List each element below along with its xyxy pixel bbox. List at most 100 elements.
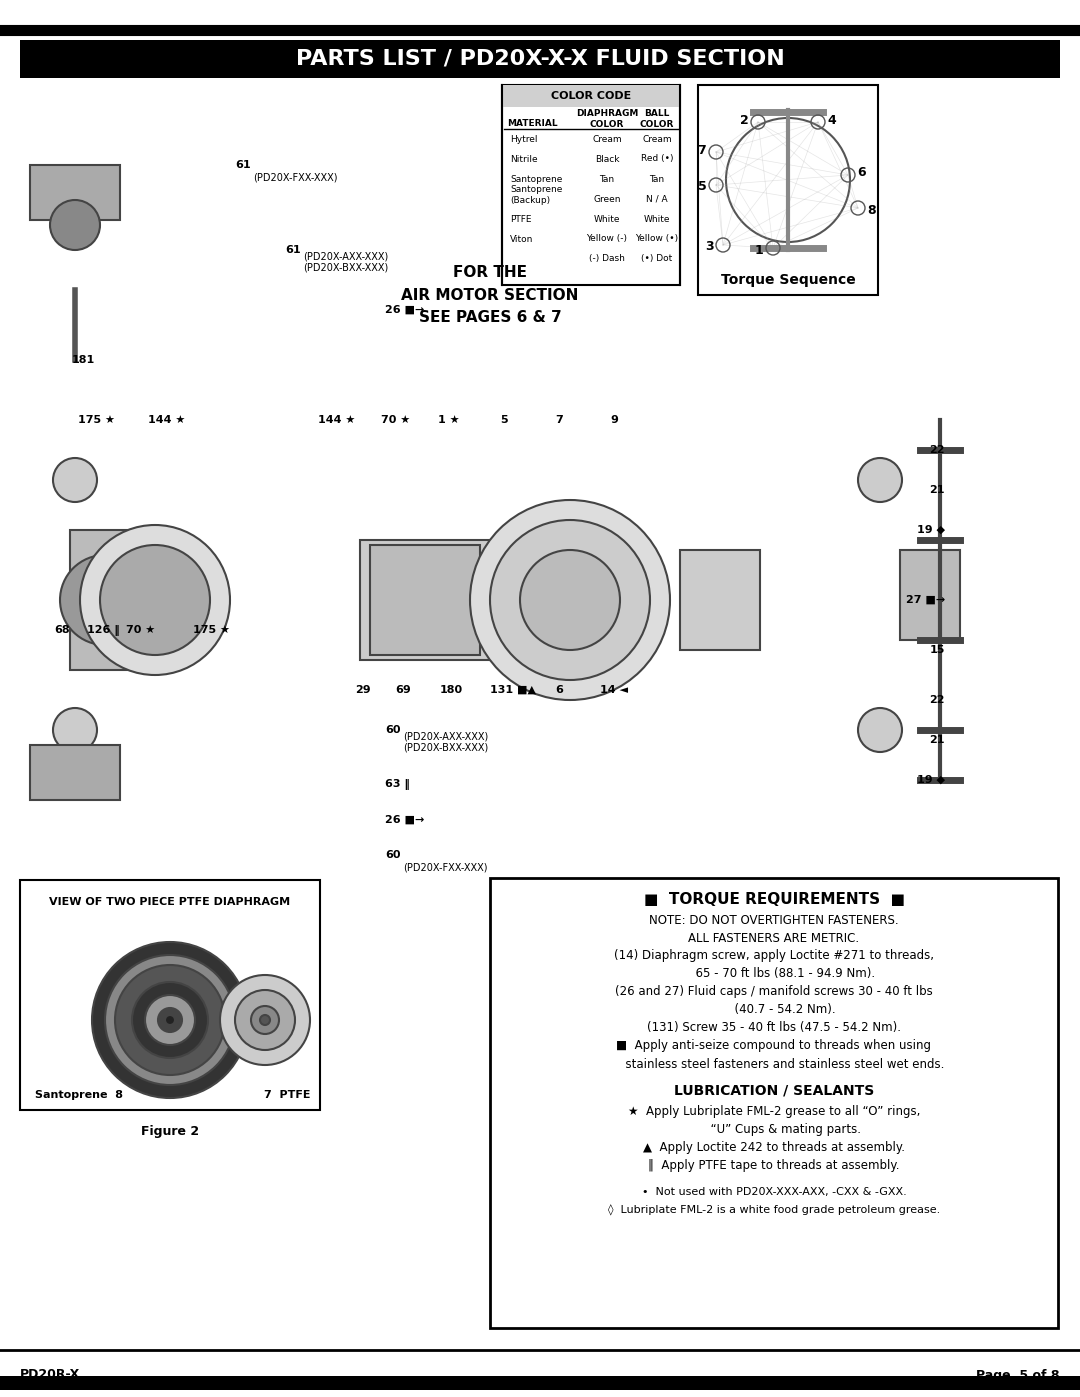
Text: (•) Dot: (•) Dot (642, 254, 673, 264)
Text: NOTE: DO NOT OVERTIGHTEN FASTENERS.: NOTE: DO NOT OVERTIGHTEN FASTENERS. (649, 914, 899, 926)
FancyBboxPatch shape (502, 85, 680, 285)
Text: 63 ‖: 63 ‖ (384, 780, 410, 791)
Text: 4: 4 (827, 113, 836, 127)
Text: 2: 2 (740, 113, 748, 127)
Text: 61: 61 (285, 244, 300, 256)
Circle shape (80, 525, 230, 675)
Text: Tan: Tan (649, 175, 664, 183)
Text: FOR THE
AIR MOTOR SECTION
SEE PAGES 6 & 7: FOR THE AIR MOTOR SECTION SEE PAGES 6 & … (402, 265, 579, 324)
Text: 144 ★: 144 ★ (318, 415, 355, 425)
Text: Tan: Tan (599, 175, 615, 183)
Circle shape (858, 458, 902, 502)
Text: Viton: Viton (510, 235, 534, 243)
Text: Black: Black (595, 155, 619, 163)
Text: 8: 8 (867, 204, 876, 217)
Text: (PD20X-FXX-XXX): (PD20X-FXX-XXX) (253, 172, 337, 182)
Text: 175 ★: 175 ★ (193, 624, 230, 636)
Circle shape (235, 990, 295, 1051)
Text: 5: 5 (500, 415, 508, 425)
Text: (26 and 27) Fluid caps / manifold screws 30 - 40 ft lbs: (26 and 27) Fluid caps / manifold screws… (616, 985, 933, 999)
Text: Page  5 of 8: Page 5 of 8 (976, 1369, 1059, 1382)
FancyBboxPatch shape (30, 745, 120, 800)
Text: 180: 180 (440, 685, 463, 694)
Text: (14) Diaphragm screw, apply Loctite #271 to threads,: (14) Diaphragm screw, apply Loctite #271… (615, 950, 934, 963)
Circle shape (490, 520, 650, 680)
Circle shape (519, 550, 620, 650)
Circle shape (132, 982, 208, 1058)
Text: 3: 3 (704, 240, 713, 253)
Text: White: White (594, 215, 620, 224)
Text: 65 - 70 ft lbs (88.1 - 94.9 Nm).: 65 - 70 ft lbs (88.1 - 94.9 Nm). (673, 968, 875, 981)
FancyBboxPatch shape (21, 41, 1059, 78)
Text: Figure 2: Figure 2 (140, 1126, 199, 1139)
Text: N / A: N / A (646, 194, 667, 204)
Text: White: White (644, 215, 671, 224)
FancyBboxPatch shape (698, 85, 878, 295)
Text: VIEW OF TWO PIECE PTFE DIAPHRAGM: VIEW OF TWO PIECE PTFE DIAPHRAGM (50, 897, 291, 907)
Circle shape (165, 1016, 175, 1025)
Text: 9: 9 (610, 415, 618, 425)
Text: Cream: Cream (643, 134, 672, 144)
Text: ■  Apply anti-seize compound to threads when using: ■ Apply anti-seize compound to threads w… (617, 1039, 931, 1052)
Text: PARTS LIST / PD20X-X-X FLUID SECTION: PARTS LIST / PD20X-X-X FLUID SECTION (296, 49, 784, 68)
Text: 1 ★: 1 ★ (438, 415, 460, 425)
Circle shape (145, 995, 195, 1045)
Circle shape (251, 1006, 279, 1034)
Circle shape (105, 956, 235, 1085)
Text: Santoprene
(Backup): Santoprene (Backup) (510, 186, 563, 205)
Text: 7: 7 (698, 144, 706, 156)
Text: 26 ■→: 26 ■→ (384, 305, 424, 314)
Text: Santoprene: Santoprene (510, 175, 563, 183)
Text: 22: 22 (930, 694, 945, 705)
Text: 14 ◄: 14 ◄ (600, 685, 627, 694)
Text: 27 ■→: 27 ■→ (906, 595, 945, 605)
Text: •  Not used with PD20X-XXX-AXX, -CXX & -GXX.: • Not used with PD20X-XXX-AXX, -CXX & -G… (642, 1187, 906, 1197)
Text: PTFE: PTFE (510, 215, 531, 224)
Text: ▲  Apply Loctite 242 to threads at assembly.: ▲ Apply Loctite 242 to threads at assemb… (643, 1141, 905, 1154)
Text: 7: 7 (555, 415, 563, 425)
Text: 144 ★: 144 ★ (148, 415, 185, 425)
FancyBboxPatch shape (70, 529, 140, 671)
Text: 5: 5 (698, 180, 706, 194)
Text: 60: 60 (384, 725, 401, 735)
Text: Red (•): Red (•) (640, 155, 673, 163)
Text: (PD20X-FXX-XXX): (PD20X-FXX-XXX) (403, 862, 487, 872)
Text: LUBRICATION / SEALANTS: LUBRICATION / SEALANTS (674, 1083, 874, 1097)
Text: 70 ★: 70 ★ (125, 624, 156, 636)
Text: 68: 68 (54, 624, 70, 636)
FancyBboxPatch shape (490, 877, 1058, 1329)
Text: Santoprene  8: Santoprene 8 (35, 1090, 123, 1099)
Text: MATERIAL: MATERIAL (507, 119, 557, 127)
FancyBboxPatch shape (30, 165, 120, 219)
FancyBboxPatch shape (370, 545, 480, 655)
Circle shape (53, 458, 97, 502)
Circle shape (158, 1009, 183, 1032)
Text: ◊  Lubriplate FML-2 is a white food grade petroleum grease.: ◊ Lubriplate FML-2 is a white food grade… (608, 1204, 940, 1215)
Circle shape (92, 942, 248, 1098)
Text: Hytrel: Hytrel (510, 134, 538, 144)
Text: 61: 61 (235, 161, 251, 170)
Text: 29: 29 (355, 685, 370, 694)
Circle shape (53, 708, 97, 752)
Text: 21: 21 (930, 485, 945, 495)
Text: 19 ◆: 19 ◆ (917, 775, 945, 785)
Text: Yellow (•): Yellow (•) (635, 235, 678, 243)
Circle shape (60, 555, 150, 645)
Text: ALL FASTENERS ARE METRIC.: ALL FASTENERS ARE METRIC. (688, 932, 860, 944)
Circle shape (260, 1016, 270, 1025)
Text: (PD20X-AXX-XXX)
(PD20X-BXX-XXX): (PD20X-AXX-XXX) (PD20X-BXX-XXX) (403, 731, 488, 753)
Text: (131) Screw 35 - 40 ft lbs (47.5 - 54.2 Nm).: (131) Screw 35 - 40 ft lbs (47.5 - 54.2 … (647, 1021, 901, 1035)
Text: BALL
COLOR: BALL COLOR (639, 109, 674, 129)
Text: “U” Cups & mating parts.: “U” Cups & mating parts. (688, 1123, 861, 1137)
Text: 126 ‖: 126 ‖ (87, 624, 120, 636)
Text: DIAPHRAGM
COLOR: DIAPHRAGM COLOR (576, 109, 638, 129)
Text: ★  Apply Lubriplate FML-2 grease to all “O” rings,: ★ Apply Lubriplate FML-2 grease to all “… (627, 1105, 920, 1119)
Text: 19 ◆: 19 ◆ (917, 525, 945, 535)
Text: (PD20X-AXX-XXX)
(PD20X-BXX-XXX): (PD20X-AXX-XXX) (PD20X-BXX-XXX) (303, 251, 388, 272)
Text: COLOR CODE: COLOR CODE (551, 91, 631, 101)
Text: Torque Sequence: Torque Sequence (720, 272, 855, 286)
Text: 70 ★: 70 ★ (381, 415, 410, 425)
Text: (-) Dash: (-) Dash (589, 254, 625, 264)
FancyBboxPatch shape (0, 1376, 1080, 1390)
FancyBboxPatch shape (502, 85, 680, 108)
